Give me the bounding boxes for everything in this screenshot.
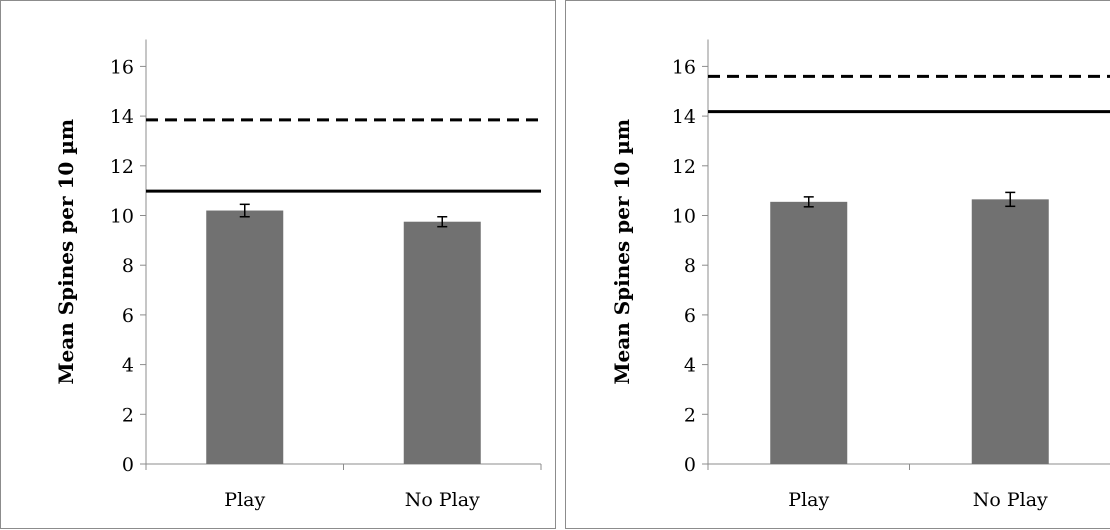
y-tick-label: 2 [684, 404, 696, 426]
chart-panel-left: 0 2 4 6 8 10 12 14 16 Play No Play Mean Spines per … [0, 0, 556, 529]
y-tick-label: 4 [122, 355, 134, 377]
x-category-label: Play [788, 489, 829, 511]
y-tick-label: 14 [110, 106, 134, 128]
y-tick-label: 10 [672, 206, 696, 228]
y-tick-label: 0 [122, 454, 134, 476]
y-axis-title: Mean Spines per 10 µm [610, 119, 634, 385]
bar-no-play [403, 221, 481, 464]
y-tick-label: 8 [122, 255, 134, 277]
y-tick-label: 2 [122, 404, 134, 426]
y-tick-label: 4 [684, 355, 696, 377]
chart-panel-right: 0 2 4 6 8 10 12 14 16 Play No Play Mean Spines per … [565, 0, 1110, 529]
x-category-label: Play [224, 489, 265, 511]
y-tick-label: 14 [672, 106, 696, 128]
x-category-label: No Play [405, 489, 480, 511]
chart-left: 0 2 4 6 8 10 12 14 16 Play No Play Mean Spines per … [54, 39, 542, 511]
y-tick-label: 0 [684, 454, 696, 476]
y-tick-label: 8 [684, 255, 696, 277]
bar-play [770, 201, 848, 464]
chart-right: 0 2 4 6 8 10 12 14 16 Play No Play Mean Spines per … [610, 39, 1110, 511]
y-tick-label: 16 [110, 56, 134, 78]
bar-no-play [971, 199, 1049, 464]
y-tick-label: 6 [122, 305, 134, 327]
y-tick-label: 16 [672, 56, 696, 78]
bar-play [206, 210, 284, 464]
y-tick-label: 12 [672, 156, 696, 178]
x-category-label: No Play [973, 489, 1048, 511]
y-tick-label: 6 [684, 305, 696, 327]
y-tick-label: 12 [110, 156, 134, 178]
y-tick-label: 10 [110, 206, 134, 228]
y-axis-title: Mean Spines per 10 µm [54, 119, 78, 385]
